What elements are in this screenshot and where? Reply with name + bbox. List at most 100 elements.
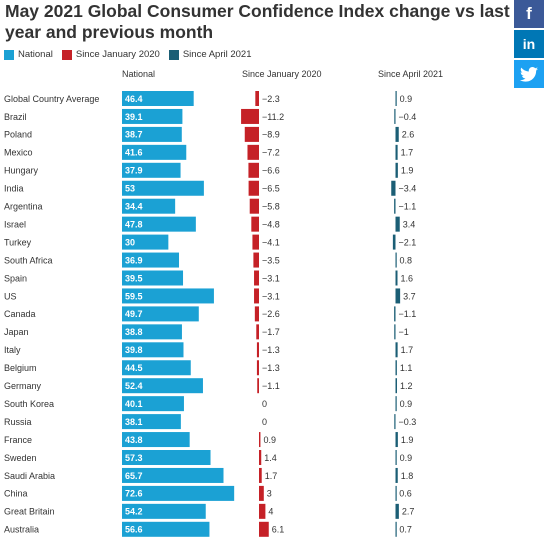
bar-since-april-2021-south-korea[interactable] [395,396,397,412]
twitter-share-button[interactable] [514,60,544,88]
data-label-since-april-2021-poland: 2.6 [402,130,415,140]
bar-since-april-2021-south-africa[interactable] [395,252,397,268]
bar-since-january-2020-belgium[interactable] [256,360,259,376]
bar-since-january-2020-turkey[interactable] [252,234,259,250]
bar-since-april-2021-mexico[interactable] [395,144,398,160]
bar-since-january-2020-india[interactable] [248,180,259,196]
bar-since-april-2021-canada[interactable] [394,306,396,322]
data-label-national-israel: 47.8 [125,219,143,229]
bar-since-april-2021-spain[interactable] [395,270,398,286]
bar-national-south-africa[interactable] [122,252,180,268]
bar-since-january-2020-hungary[interactable] [248,162,259,178]
bar-national-japan[interactable] [122,324,182,340]
bar-since-april-2021-great-britain[interactable] [395,503,399,519]
data-label-national-south-africa: 36.9 [125,255,143,265]
data-label-since-april-2021-sweden: 0.9 [400,453,413,463]
bar-since-april-2021-us[interactable] [395,288,401,304]
bar-national-sweden[interactable] [122,450,211,465]
bar-national-great-britain[interactable] [122,503,206,519]
bar-since-january-2020-italy[interactable] [256,342,259,358]
bar-since-january-2020-canada[interactable] [254,306,259,322]
bar-since-april-2021-russia[interactable] [394,414,396,430]
data-label-since-april-2021-italy: 1.7 [401,345,414,355]
bar-national-spain[interactable] [122,270,184,286]
bar-national-belgium[interactable] [122,360,191,376]
category-label-south-africa: South Africa [4,255,53,265]
bar-national-us[interactable] [122,288,214,304]
bar-national-france[interactable] [122,432,190,448]
facebook-share-button[interactable]: f [514,0,544,28]
bar-since-april-2021-india[interactable] [391,180,396,196]
bar-national-russia[interactable] [122,414,181,430]
bar-national-saudi-arabia[interactable] [122,467,224,483]
data-label-since-january-2020-japan: −1.7 [262,327,280,337]
bar-since-april-2021-poland[interactable] [395,126,399,142]
bar-since-january-2020-great-britain[interactable] [259,503,266,519]
bar-since-january-2020-mexico[interactable] [247,144,259,160]
bar-since-january-2020-france[interactable] [259,432,261,448]
bar-since-january-2020-china[interactable] [259,485,264,501]
bar-since-january-2020-us[interactable] [254,288,259,304]
bar-since-april-2021-global-country-average[interactable] [395,91,397,106]
bar-since-january-2020-saudi-arabia[interactable] [259,467,262,483]
linkedin-share-button[interactable]: in [514,30,544,58]
bar-since-january-2020-global-country-average[interactable] [255,91,259,106]
bar-national-mexico[interactable] [122,144,187,160]
legend-item-since-april-2021[interactable]: Since April 2021 [168,49,252,60]
bar-since-january-2020-sweden[interactable] [259,450,262,465]
bar-since-april-2021-turkey[interactable] [392,234,396,250]
bar-since-april-2021-brazil[interactable] [394,108,396,124]
bar-national-brazil[interactable] [122,108,183,124]
bar-since-april-2021-australia[interactable] [395,521,397,537]
bar-since-january-2020-south-africa[interactable] [253,252,259,268]
bar-since-april-2021-france[interactable] [395,432,398,448]
category-label-saudi-arabia: Saudi Arabia [4,471,55,481]
bar-national-south-korea[interactable] [122,396,184,412]
bar-national-argentina[interactable] [122,198,176,214]
data-label-since-april-2021-mexico: 1.7 [401,148,414,158]
category-label-turkey: Turkey [4,237,32,247]
bar-since-april-2021-saudi-arabia[interactable] [395,467,398,483]
bar-since-january-2020-argentina[interactable] [249,198,259,214]
bar-since-january-2020-australia[interactable] [259,521,269,537]
data-label-national-hungary: 37.9 [125,166,143,176]
bar-since-april-2021-china[interactable] [395,485,397,501]
legend-item-since-january-2020[interactable]: Since January 2020 [61,49,160,60]
data-label-since-january-2020-brazil: −11.2 [262,112,284,122]
bar-since-april-2021-hungary[interactable] [395,162,398,178]
bar-since-april-2021-belgium[interactable] [395,360,397,376]
bar-since-april-2021-sweden[interactable] [395,450,397,465]
bar-national-poland[interactable] [122,126,182,142]
bar-national-australia[interactable] [122,521,210,537]
bar-since-january-2020-brazil[interactable] [241,108,259,124]
data-label-since-january-2020-turkey: −4.1 [262,237,280,247]
data-label-national-sweden: 57.3 [125,453,143,463]
data-label-since-january-2020-india: −6.5 [262,184,280,194]
bar-since-april-2021-israel[interactable] [395,216,400,232]
data-label-national-mexico: 41.6 [125,148,143,158]
bar-since-january-2020-poland[interactable] [244,126,259,142]
bar-national-global-country-average[interactable] [122,91,194,106]
bar-national-india[interactable] [122,180,204,196]
data-label-national-china: 72.6 [125,489,143,499]
data-label-national-france: 43.8 [125,435,143,445]
bar-since-april-2021-germany[interactable] [395,378,398,394]
bar-national-germany[interactable] [122,378,203,394]
bar-since-january-2020-japan[interactable] [256,324,259,340]
bar-national-canada[interactable] [122,306,199,322]
data-label-national-belgium: 44.5 [125,363,143,373]
bar-since-january-2020-germany[interactable] [257,378,259,394]
bar-national-china[interactable] [122,485,235,501]
bar-national-italy[interactable] [122,342,184,358]
bar-national-hungary[interactable] [122,162,181,178]
category-label-us: US [4,291,17,301]
bar-since-april-2021-argentina[interactable] [394,198,396,214]
bar-since-january-2020-israel[interactable] [251,216,259,232]
bar-since-april-2021-japan[interactable] [394,324,396,340]
data-label-since-january-2020-us: −3.1 [262,291,280,301]
bar-since-january-2020-spain[interactable] [254,270,259,286]
legend-item-national[interactable]: National [4,49,53,60]
bar-national-turkey[interactable] [122,234,169,250]
bar-since-april-2021-italy[interactable] [395,342,398,358]
bar-national-israel[interactable] [122,216,196,232]
